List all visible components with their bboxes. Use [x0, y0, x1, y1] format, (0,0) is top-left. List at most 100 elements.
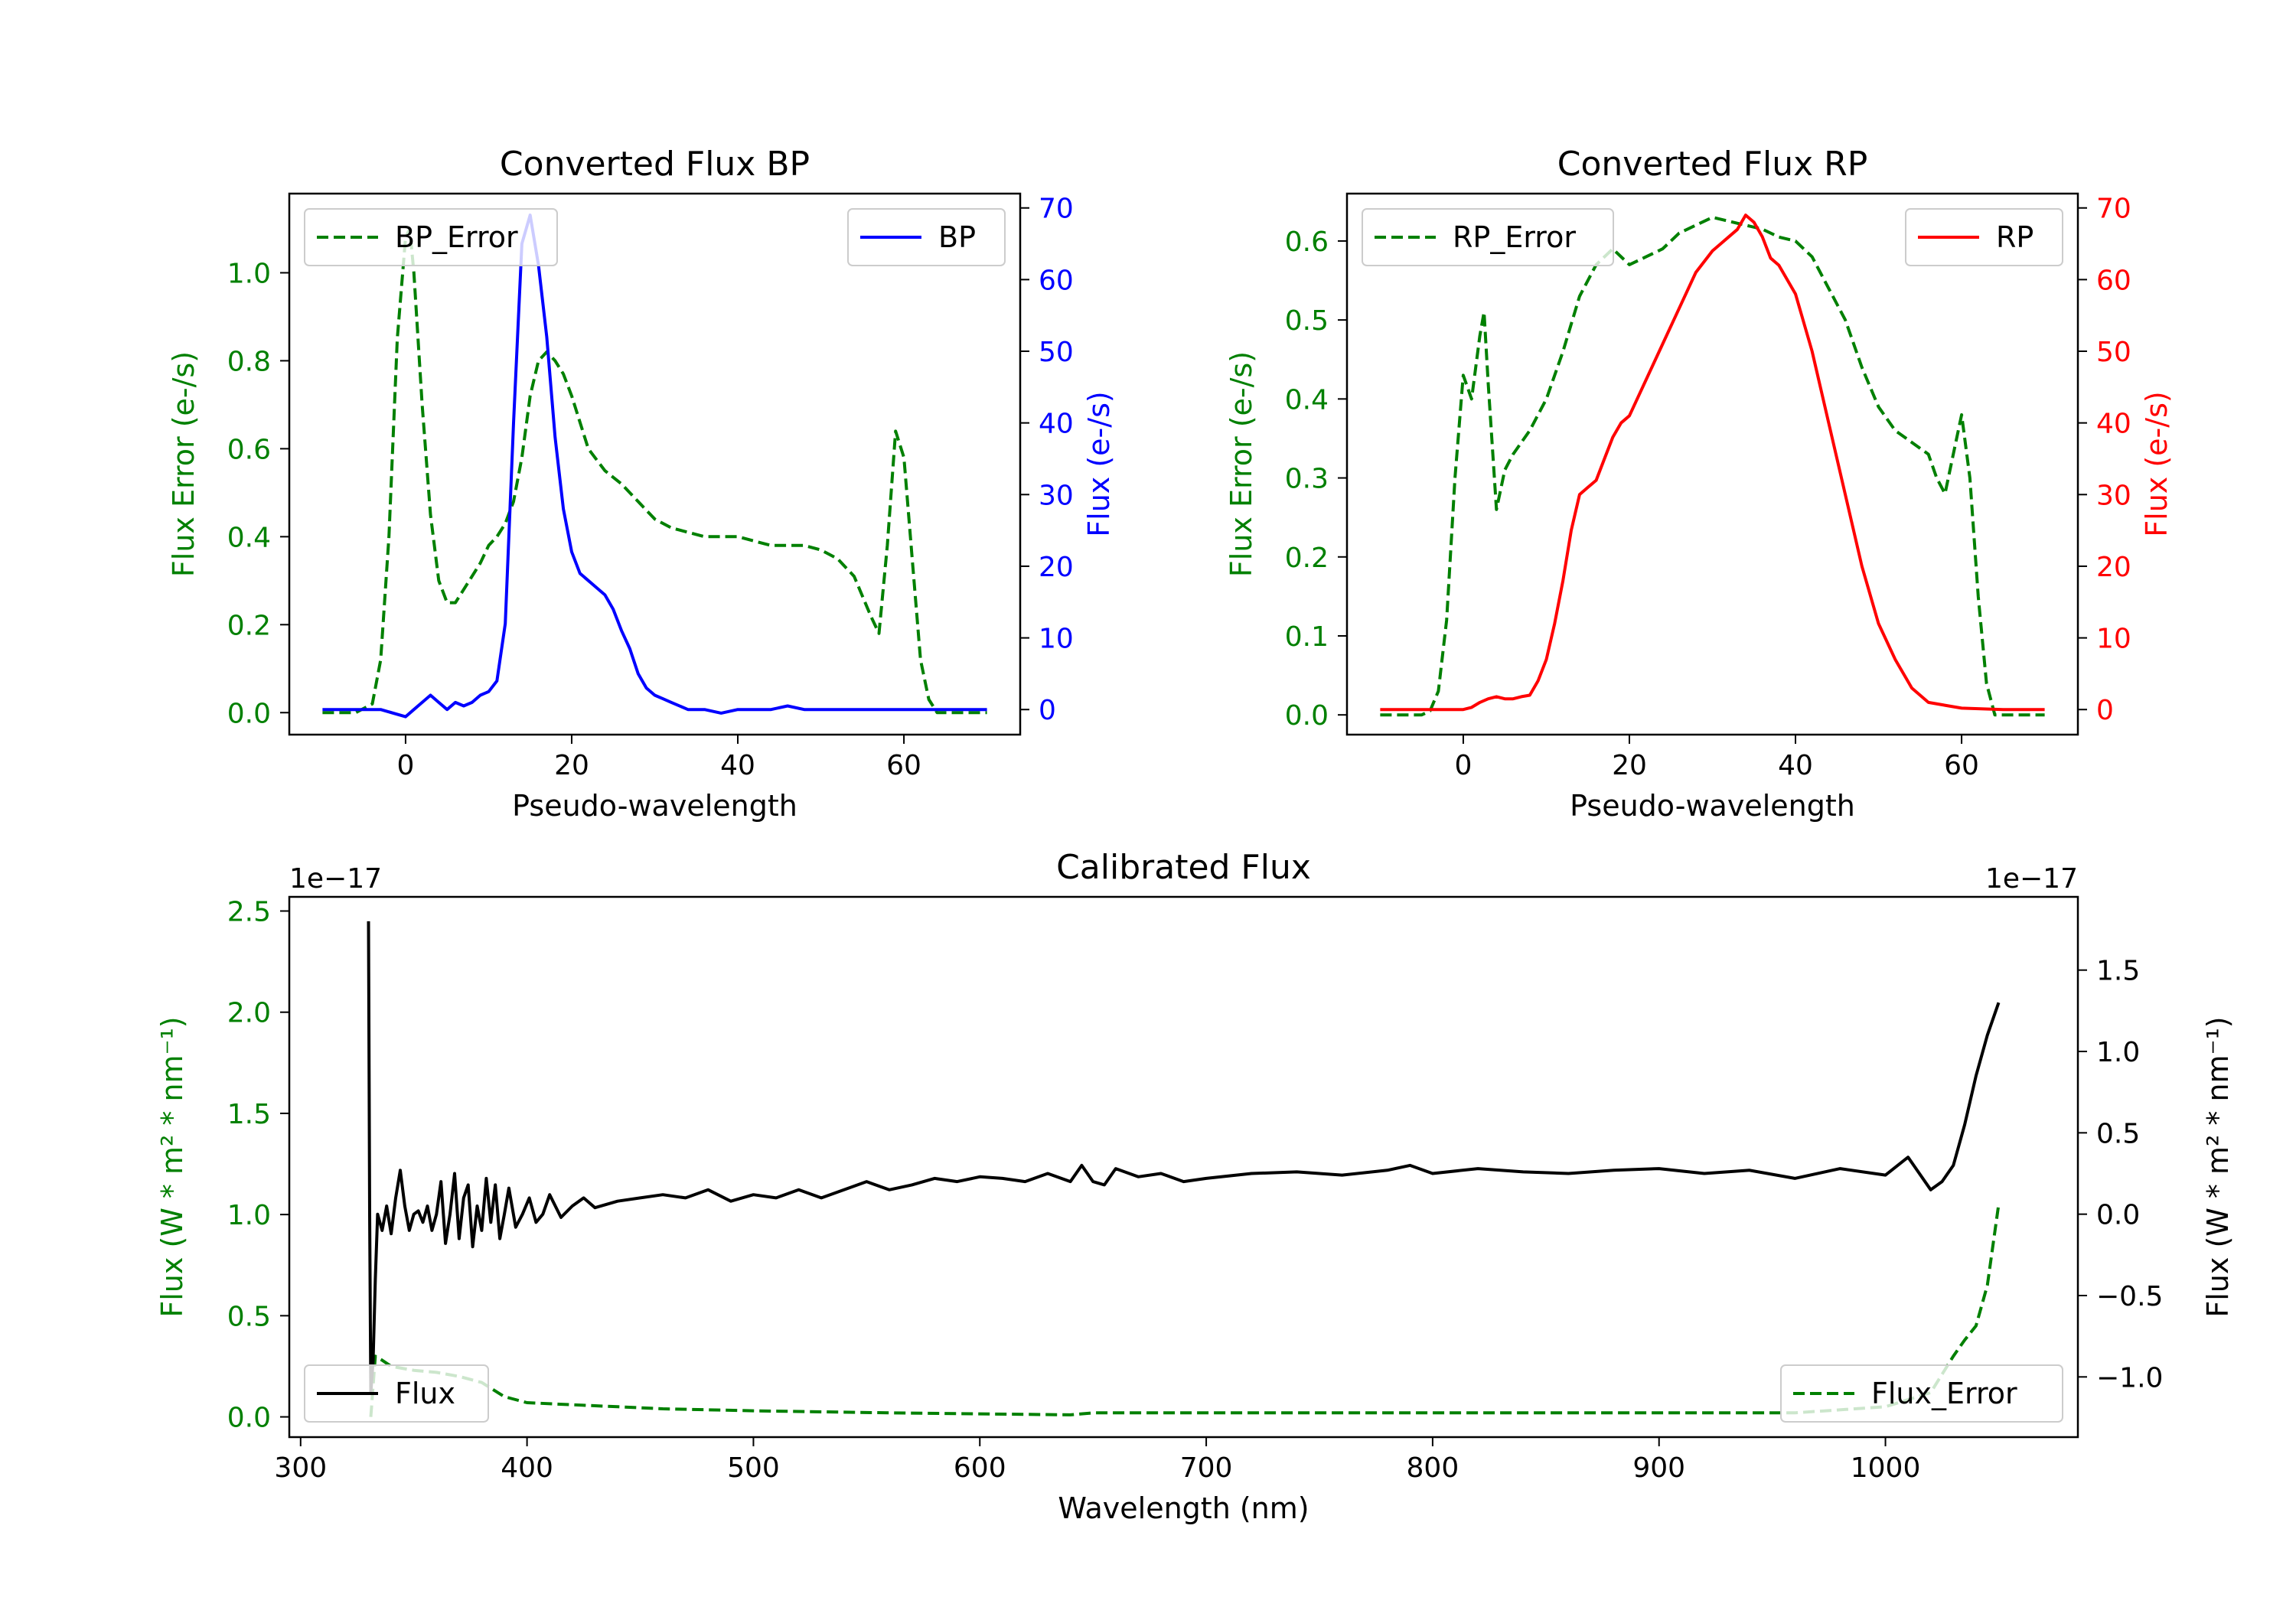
legend-label: Flux_Error	[1871, 1377, 2017, 1410]
legend-label: RP	[1996, 220, 2033, 254]
series-line-bp-error	[322, 227, 987, 715]
series-line-rp	[1380, 214, 2045, 712]
right-y-tick-label: 70	[1039, 194, 1074, 225]
left-y-tick-label: 0.6	[1285, 227, 1329, 258]
right-y-tick-label: 1.5	[2096, 956, 2140, 987]
right-y-tick-label: 70	[2096, 194, 2131, 225]
x-axis-label: Pseudo-wavelength	[1570, 789, 1855, 823]
left-y-tick-label: 0.8	[227, 346, 271, 377]
left-y-tick-label: 0.0	[227, 1403, 271, 1434]
left-y-tick-label: 1.5	[227, 1099, 271, 1130]
right-y-tick-label: 30	[2096, 480, 2131, 511]
left-y-tick-label: 2.5	[227, 897, 271, 928]
right-y-axis-label: Flux (e-/s)	[1082, 391, 1116, 536]
right-y-tick-label: 0.0	[2096, 1200, 2140, 1231]
legend-label: BP	[938, 220, 976, 254]
legend-rp-error: RP_Error	[1362, 208, 1614, 266]
legend-box	[304, 1364, 489, 1423]
right-y-tick-label: 40	[2096, 409, 2131, 440]
plot-frame	[288, 192, 1022, 736]
x-tick-label: 0	[396, 750, 414, 781]
x-tick-label: 60	[1944, 750, 1979, 781]
x-tick-label: 300	[274, 1452, 327, 1484]
legend-label: RP_Error	[1453, 220, 1576, 254]
x-tick-label: 700	[1180, 1452, 1233, 1484]
right-axis-multiplier: 1e−17	[1985, 863, 2078, 895]
right-y-tick-label: 30	[1039, 480, 1074, 511]
left-y-tick-label: 1.0	[227, 1200, 271, 1231]
x-axis-label: Wavelength (nm)	[1058, 1491, 1309, 1525]
chart-title: Converted Flux BP	[500, 145, 810, 184]
legend-label: BP_Error	[395, 220, 518, 254]
left-y-tick-label: 0.4	[1285, 384, 1329, 416]
rp-chart: Converted Flux RP 0 20 40 60 Pseudo-wavelengt…	[1225, 145, 2174, 823]
right-y-tick-label: 20	[2096, 552, 2131, 583]
x-tick-label: 600	[954, 1452, 1006, 1484]
series-line-flux-error	[369, 1204, 2001, 1417]
right-y-tick-label: 60	[2096, 265, 2131, 296]
left-y-tick-label: 0.1	[1285, 621, 1329, 653]
left-y-tick-label: 0.6	[227, 434, 271, 465]
left-axis-multiplier: 1e−17	[289, 863, 382, 895]
right-y-tick-label: 50	[2096, 337, 2131, 368]
legend-bp-error: BP_Error	[304, 208, 558, 266]
x-tick-label: 800	[1407, 1452, 1459, 1484]
legend-box	[1780, 1364, 2063, 1423]
x-tick-label: 40	[1778, 750, 1813, 781]
left-y-tick-label: 0.5	[227, 1301, 271, 1332]
left-y-tick-label: 1.0	[227, 258, 271, 289]
left-y-tick-label: 0.0	[227, 698, 271, 729]
series-line-flux	[367, 921, 2001, 1395]
legend-bp: BP	[847, 208, 1006, 266]
cal-chart: Calibrated Flux 300 400 500 600 700 800 900 1000…	[155, 848, 2235, 1525]
left-y-axis-label: Flux Error (e-/s)	[1225, 351, 1258, 577]
legend-flux-error: Flux_Error	[1780, 1364, 2063, 1423]
left-y-tick-label: 0.0	[1285, 700, 1329, 732]
right-y-tick-label: 10	[1039, 624, 1074, 655]
right-y-tick-label: 0	[2096, 695, 2114, 726]
x-axis-label: Pseudo-wavelength	[512, 789, 797, 823]
left-y-tick-label: 0.3	[1285, 464, 1329, 495]
x-tick-label: 40	[720, 750, 755, 781]
legend-rp: RP	[1905, 208, 2063, 266]
left-y-tick-label: 0.5	[1285, 305, 1329, 337]
right-y-tick-label: 0	[1039, 695, 1056, 726]
right-y-tick-label: 50	[1039, 337, 1074, 368]
legend-label: Flux	[395, 1377, 455, 1410]
right-y-tick-label: 0.5	[2096, 1118, 2140, 1149]
right-y-tick-label: 20	[1039, 552, 1074, 583]
series-line-bp	[322, 214, 987, 719]
right-y-axis-label: Flux (W * m² * nm⁻¹)	[2201, 1016, 2235, 1317]
series-line-rp-error	[1380, 216, 2045, 717]
right-y-tick-label: 10	[2096, 624, 2131, 655]
legend-box	[304, 208, 558, 266]
legend-box	[1905, 208, 2063, 266]
left-y-tick-label: 0.2	[227, 610, 271, 641]
x-tick-label: 20	[554, 750, 589, 781]
chart-title: Calibrated Flux	[1056, 848, 1311, 887]
right-y-tick-label: 60	[1039, 265, 1074, 296]
left-y-tick-label: 0.4	[227, 522, 271, 553]
right-y-tick-label: −1.0	[2096, 1362, 2163, 1393]
legend-box	[1362, 208, 1614, 266]
plot-frame	[1345, 192, 2079, 736]
legend-flux: Flux	[304, 1364, 489, 1423]
x-tick-label: 0	[1454, 750, 1472, 781]
left-y-tick-label: 2.0	[227, 998, 271, 1029]
right-y-tick-label: 1.0	[2096, 1037, 2140, 1068]
right-y-tick-label: 40	[1039, 409, 1074, 440]
left-y-tick-label: 0.2	[1285, 543, 1329, 574]
bp-chart: Converted Flux BP 0 20 40 60 Pseudo-wavelengt…	[167, 145, 1116, 823]
chart-title: Converted Flux RP	[1557, 145, 1868, 184]
right-y-axis-label: Flux (e-/s)	[2140, 391, 2174, 536]
x-tick-label: 20	[1612, 750, 1647, 781]
left-y-axis-label: Flux Error (e-/s)	[167, 351, 201, 577]
x-tick-label: 60	[886, 750, 921, 781]
left-y-axis-label: Flux (W * m² * nm⁻¹)	[155, 1016, 189, 1317]
x-tick-label: 900	[1632, 1452, 1685, 1484]
x-tick-label: 500	[727, 1452, 780, 1484]
plot-frame	[288, 895, 2079, 1439]
legend-box	[847, 208, 1006, 266]
x-tick-label: 400	[501, 1452, 553, 1484]
